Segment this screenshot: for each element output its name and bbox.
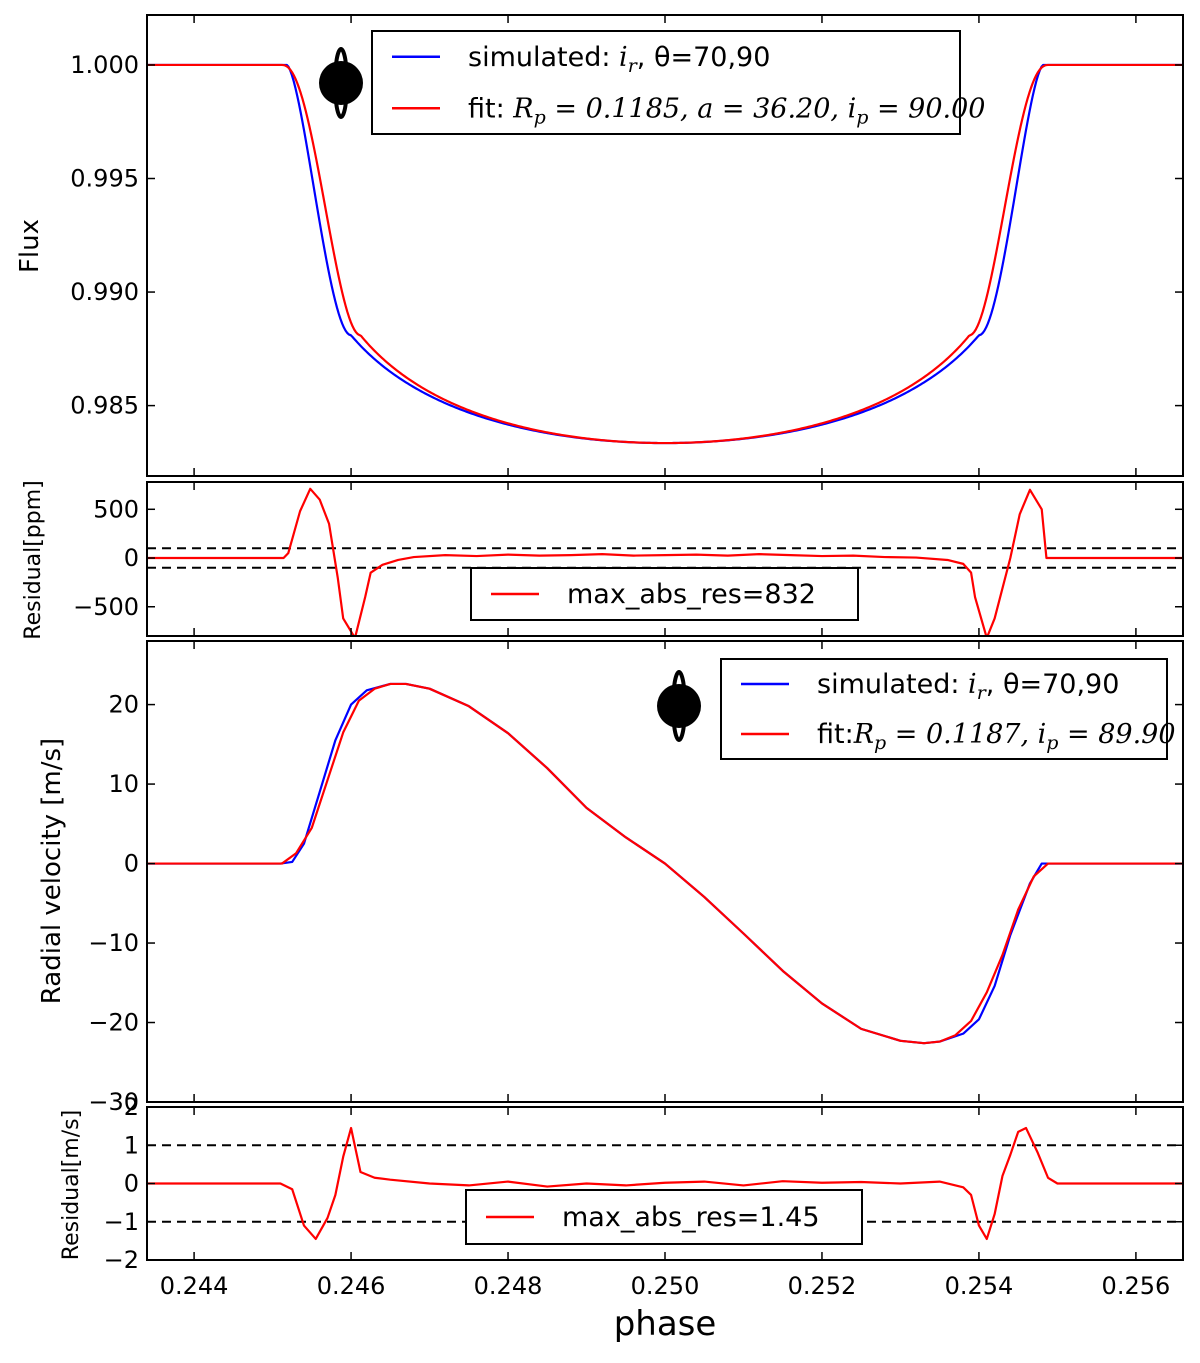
legend: simulated: ir, θ=70,90 fit: Rp = 0.1185, … [371, 30, 985, 135]
ytick-label: −500 [73, 593, 139, 621]
planet-disk [657, 684, 701, 728]
xtick-label: 0.254 [945, 1272, 1014, 1300]
y-axis-label: Residual[ppm] [21, 480, 46, 639]
ytick-label: −20 [88, 1009, 139, 1037]
ytick-label: 1 [124, 1131, 139, 1159]
series-line-2 [147, 63, 1183, 445]
ytick-label: 0.985 [70, 392, 139, 420]
y-axis-label: Radial velocity [m/s] [37, 738, 67, 1004]
legend: max_abs_res=1.45 [465, 1189, 863, 1245]
xtick-label: 0.250 [631, 1272, 700, 1300]
ytick-label: −1 [104, 1208, 139, 1236]
legend-label: simulated: ir, θ=70,90 [817, 669, 1119, 704]
plot-area [147, 682, 1183, 1045]
ytick-label: 0 [124, 1170, 139, 1198]
legend-label: fit: Rp = 0.1185, a = 36.20, ip = 90.00 [468, 93, 985, 128]
legend: simulated: ir, θ=70,90 fit:Rp = 0.1187, i… [720, 658, 1176, 760]
series-line-2 [147, 682, 1183, 1045]
ytick-label: 20 [108, 691, 139, 719]
plot-area [147, 1126, 1183, 1241]
ytick-label: 0 [124, 850, 139, 878]
ytick-label: 0.990 [70, 278, 139, 306]
legend-label: max_abs_res=1.45 [562, 1202, 820, 1233]
legend-label: simulated: ir, θ=70,90 [468, 42, 770, 77]
legend-label: fit:Rp = 0.1187, ip = 89.90 [817, 719, 1176, 754]
panel-1: 1.000 0.995 0.990 0.985 Flux simulated: ir, θ… [15, 14, 1184, 477]
ytick-label: 1.000 [70, 51, 139, 79]
ringed-planet-icon [657, 670, 701, 742]
ytick-label: 500 [93, 495, 139, 523]
panel-3: 20 10 0 −10 −20 −30 Radial velocity [m/s] simul… [37, 640, 1184, 1116]
legend-label: max_abs_res=832 [567, 579, 816, 610]
x-axis-label: phase [614, 1304, 717, 1344]
xtick-label: 0.252 [788, 1272, 857, 1300]
xtick-label: 0.246 [317, 1272, 386, 1300]
series-line-1 [147, 487, 1183, 636]
xtick-label: 0.256 [1102, 1272, 1171, 1300]
panel-2: 500 0 −500 Residual[ppm] max_abs_res=832 [21, 480, 1184, 640]
ringed-planet-icon [319, 47, 363, 119]
ytick-label: −10 [88, 929, 139, 957]
legend: max_abs_res=832 [470, 567, 859, 621]
plot-area [147, 487, 1183, 636]
y-axis-label: Flux [15, 219, 45, 273]
y-axis-label: Residual[m/s] [59, 1110, 84, 1260]
ytick-label: −2 [104, 1246, 139, 1274]
ytick-label: 2 [124, 1093, 139, 1121]
series-line-1 [147, 1126, 1183, 1241]
xtick-label: 0.248 [474, 1272, 543, 1300]
ytick-label: −30 [88, 1088, 139, 1116]
ytick-label: 0.995 [70, 165, 139, 193]
planet-disk [319, 61, 363, 105]
xtick-label: 0.244 [160, 1272, 229, 1300]
ytick-label: 0 [124, 544, 139, 572]
panel-4: 2 1 0 −1 −2 0.244 0.246 0.248 0.250 0.252 0.254 0.2… [59, 1093, 1184, 1344]
ytick-label: 10 [108, 770, 139, 798]
plot-area [147, 63, 1183, 445]
legend-box [720, 658, 1168, 760]
legend-box [371, 30, 961, 135]
